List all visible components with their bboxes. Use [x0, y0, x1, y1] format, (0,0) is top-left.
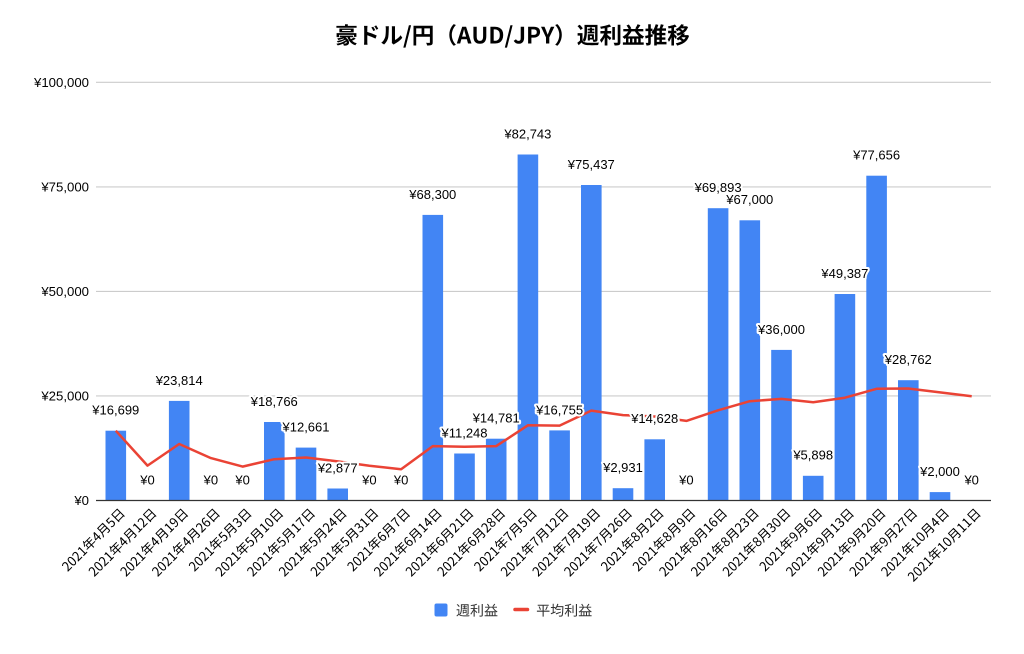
svg-text:¥28,762: ¥28,762 [884, 352, 932, 367]
svg-text:¥0: ¥0 [678, 472, 693, 487]
svg-text:¥0: ¥0 [963, 472, 978, 487]
svg-text:¥14,781: ¥14,781 [472, 411, 520, 426]
svg-text:¥11,248: ¥11,248 [440, 425, 487, 440]
svg-text:¥49,387: ¥49,387 [820, 266, 868, 281]
svg-text:¥16,699: ¥16,699 [91, 403, 139, 418]
svg-text:¥77,656: ¥77,656 [852, 148, 900, 163]
svg-text:¥69,893: ¥69,893 [694, 180, 742, 195]
svg-text:¥82,743: ¥82,743 [503, 126, 551, 141]
svg-text:¥2,000: ¥2,000 [919, 464, 960, 479]
svg-text:¥50,000: ¥50,000 [40, 284, 89, 299]
svg-text:¥2,931: ¥2,931 [602, 460, 643, 475]
svg-text:¥36,000: ¥36,000 [757, 322, 805, 337]
svg-text:¥68,300: ¥68,300 [408, 187, 456, 202]
svg-text:¥0: ¥0 [361, 472, 376, 487]
svg-text:¥0: ¥0 [203, 472, 218, 487]
svg-text:¥0: ¥0 [234, 472, 249, 487]
svg-text:¥75,000: ¥75,000 [40, 180, 89, 195]
svg-text:¥75,437: ¥75,437 [567, 157, 615, 172]
svg-text:¥0: ¥0 [393, 472, 408, 487]
svg-text:¥25,000: ¥25,000 [40, 389, 89, 404]
svg-text:¥2,877: ¥2,877 [317, 460, 358, 475]
svg-text:¥18,766: ¥18,766 [250, 394, 298, 409]
svg-text:¥100,000: ¥100,000 [33, 75, 89, 90]
svg-text:¥67,000: ¥67,000 [725, 192, 773, 207]
svg-text:¥0: ¥0 [139, 472, 154, 487]
svg-text:¥14,628: ¥14,628 [630, 411, 678, 426]
svg-text:¥5,898: ¥5,898 [792, 448, 833, 463]
svg-text:¥0: ¥0 [73, 493, 89, 508]
svg-text:¥16,755: ¥16,755 [535, 402, 583, 417]
svg-text:¥23,814: ¥23,814 [155, 373, 203, 388]
svg-text:¥12,661: ¥12,661 [282, 420, 330, 435]
